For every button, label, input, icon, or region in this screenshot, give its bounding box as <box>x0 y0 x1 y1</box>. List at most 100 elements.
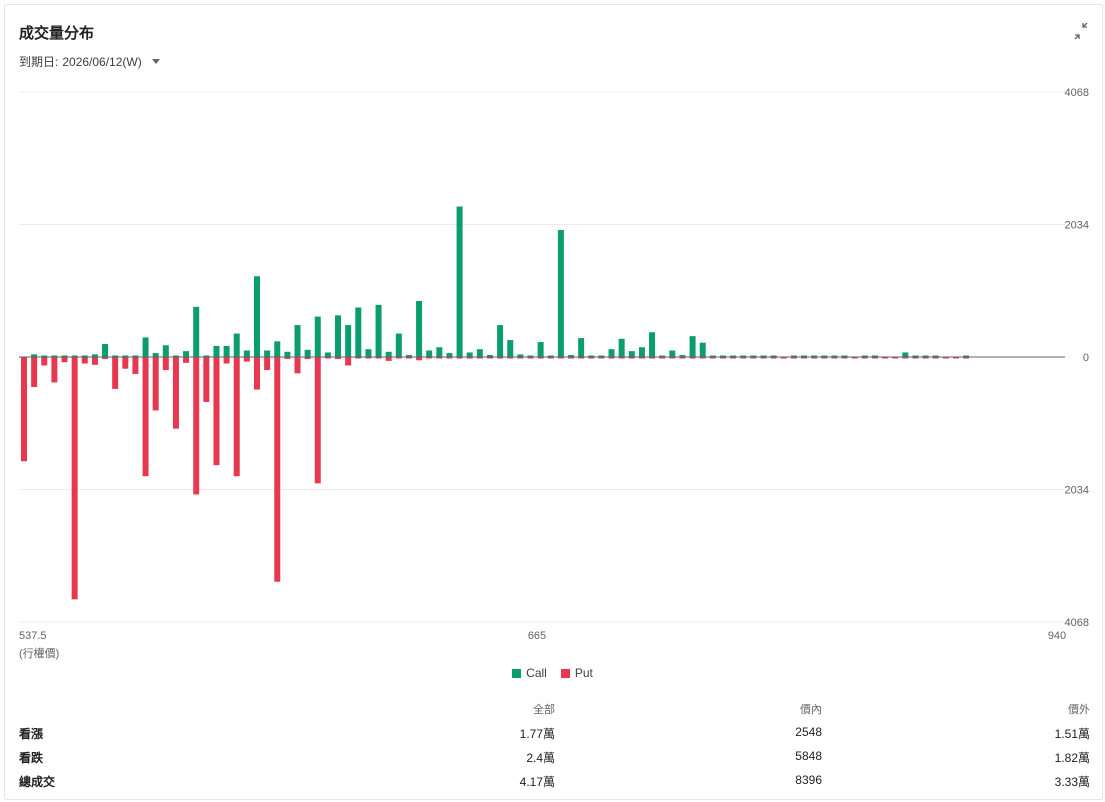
put-bar <box>41 357 48 366</box>
put-bar <box>882 357 889 359</box>
put-bar <box>243 357 250 362</box>
put-bar <box>314 357 321 484</box>
put-bar <box>203 357 210 402</box>
put-bar <box>861 357 868 359</box>
put-bar <box>304 357 311 359</box>
put-bar <box>841 357 848 359</box>
put-bar <box>81 357 88 364</box>
call-bar <box>81 355 88 357</box>
put-bar <box>284 357 291 359</box>
put-bar <box>456 357 463 359</box>
put-bar <box>932 357 939 359</box>
call-bar <box>801 355 808 357</box>
y-tick-label: 2034 <box>1065 485 1089 497</box>
put-bar <box>790 357 797 359</box>
y-tick-label: 4068 <box>1065 617 1089 629</box>
call-bar <box>740 355 747 357</box>
put-bar <box>162 357 169 371</box>
legend-put[interactable]: Put <box>560 666 593 680</box>
put-bar <box>122 357 129 369</box>
put-bar <box>274 357 281 582</box>
call-bar <box>112 355 119 357</box>
call-bar <box>152 353 159 357</box>
put-bar <box>324 357 331 359</box>
put-bar <box>638 357 645 359</box>
put-bar <box>375 357 382 359</box>
put-bar <box>537 357 544 359</box>
call-bar <box>598 355 605 357</box>
put-bar <box>385 357 392 361</box>
put-bar <box>436 357 443 359</box>
call-bar <box>841 355 848 357</box>
row-label: 看漲 <box>19 727 44 741</box>
call-bar <box>51 355 58 357</box>
put-bar <box>557 357 564 359</box>
put-bar <box>71 357 78 600</box>
collapse-icon[interactable] <box>1072 22 1090 40</box>
volume-distribution-card <box>4 4 1103 800</box>
put-bar <box>669 357 676 359</box>
put-bar <box>851 357 858 359</box>
put-bar <box>426 357 433 359</box>
put-bar <box>51 357 58 383</box>
call-bar <box>304 349 311 357</box>
put-bar <box>112 357 119 389</box>
call-bar <box>71 355 78 357</box>
call-bar <box>699 342 706 357</box>
call-bar <box>142 337 149 357</box>
expiry-label: 到期日: <box>19 55 59 69</box>
put-bar <box>912 357 919 359</box>
put-bar <box>547 357 554 359</box>
put-bar <box>517 357 524 359</box>
put-bar <box>416 357 423 361</box>
put-bar <box>395 357 402 359</box>
put-bar <box>405 357 412 359</box>
call-bar <box>709 355 716 357</box>
call-bar <box>821 355 828 357</box>
call-bar <box>405 355 412 357</box>
header-itm: 價內 <box>800 704 822 716</box>
chevron-down-icon <box>151 59 160 64</box>
call-bar <box>426 350 433 357</box>
call-bar <box>395 333 402 357</box>
put-bar <box>942 357 949 359</box>
put-bar <box>21 357 27 462</box>
call-bar <box>203 355 210 357</box>
call-bar <box>618 338 625 357</box>
call-bar <box>871 355 878 357</box>
call-bar <box>527 355 534 357</box>
call-bar <box>517 354 524 357</box>
call-bar <box>912 355 919 357</box>
put-bar <box>223 357 230 364</box>
call-bar <box>476 349 483 357</box>
put-bar <box>811 357 818 359</box>
put-bar <box>152 357 159 411</box>
put-bar <box>345 357 352 366</box>
call-swatch <box>512 668 522 678</box>
y-tick-label: 2034 <box>1065 220 1089 232</box>
cell-all: 4.17萬 <box>519 775 555 789</box>
call-bar <box>233 333 240 357</box>
put-bar <box>730 357 737 359</box>
cell-otm: 3.33萬 <box>1054 775 1090 789</box>
header-all: 全部 <box>533 704 555 716</box>
put-bar <box>699 357 706 359</box>
expiry-selector[interactable]: 到期日: 2026/06/12(W) <box>19 53 160 70</box>
legend-call-label: Call <box>526 666 547 680</box>
put-bar <box>719 357 726 359</box>
put-bar <box>608 357 615 359</box>
put-bar <box>466 357 473 359</box>
call-bar <box>172 355 179 357</box>
put-bar <box>172 357 179 429</box>
cell-itm: 8396 <box>795 773 822 787</box>
call-bar <box>314 316 321 357</box>
call-bar <box>193 306 200 357</box>
call-bar <box>537 342 544 357</box>
call-bar <box>486 355 493 357</box>
legend-call[interactable]: Call <box>512 666 547 680</box>
call-bar <box>588 355 595 357</box>
put-bar <box>588 357 595 359</box>
put-bar <box>598 357 605 359</box>
put-bar <box>183 357 190 363</box>
call-bar <box>730 355 737 357</box>
